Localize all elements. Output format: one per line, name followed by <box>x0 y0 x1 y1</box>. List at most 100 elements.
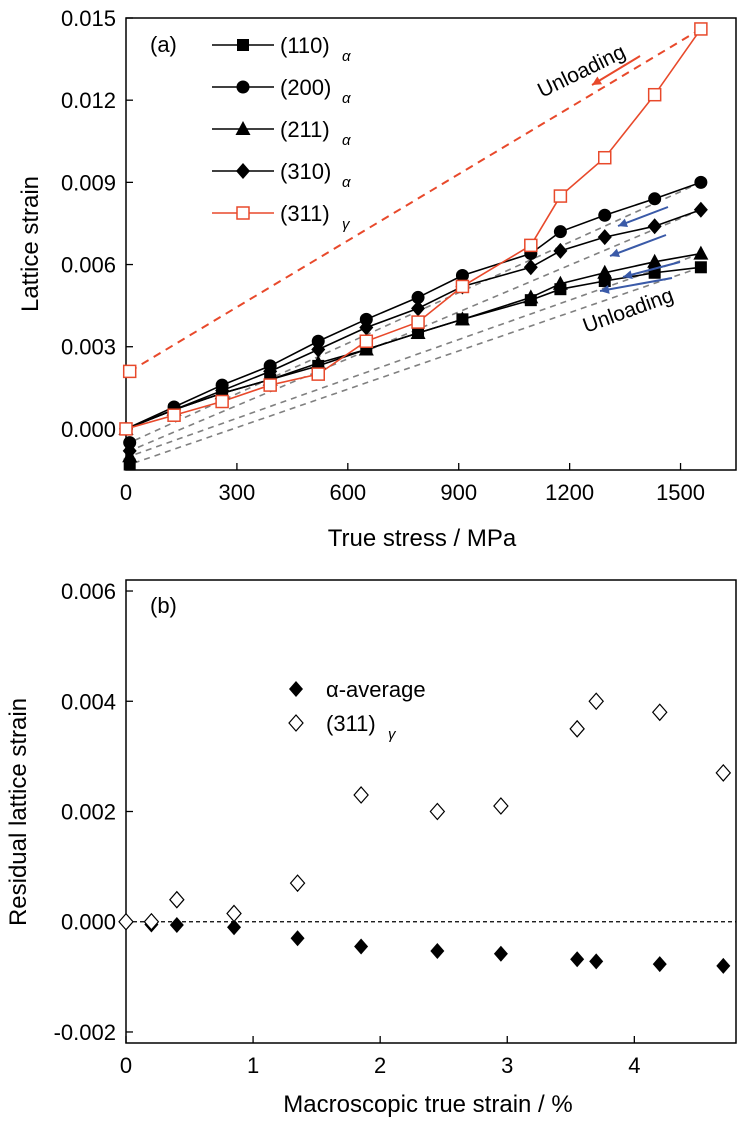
b-y-tick-label: 0.000 <box>61 910 116 935</box>
panel-b: 0 1 2 3 4 -0.002 0.000 0.002 0.004 0.006 α-averag… <box>5 579 737 1118</box>
data-point <box>311 334 325 348</box>
data-point <box>493 945 508 962</box>
data-point <box>310 355 326 370</box>
b-x-tick-label: 0 <box>120 1053 132 1078</box>
data-point <box>118 912 134 931</box>
legend-marker <box>289 681 303 697</box>
legend-subscript: α <box>342 174 351 191</box>
unloading-arrowhead <box>610 248 621 258</box>
a-x-tick-label: 1200 <box>545 480 594 505</box>
a-y-tick-label: 0.006 <box>61 253 116 278</box>
b-x-tick-label: 4 <box>628 1053 640 1078</box>
data-point <box>122 364 137 379</box>
data-point <box>410 325 426 340</box>
legend-marker <box>236 163 250 179</box>
unloading-arrowhead <box>592 76 603 85</box>
b-x-tick-label: 1 <box>247 1053 259 1078</box>
data-point <box>289 874 306 893</box>
data-point <box>311 341 326 358</box>
a-y-tick-label: 0.012 <box>61 88 116 113</box>
data-point <box>598 208 612 222</box>
a-y-tick-label: 0.003 <box>61 335 116 360</box>
data-point <box>122 442 137 459</box>
legend-label: (311) <box>326 711 376 736</box>
data-point <box>430 942 445 959</box>
a-x-tick-label: 1500 <box>656 480 705 505</box>
data-point <box>353 786 369 804</box>
data-point <box>167 408 181 422</box>
data-point <box>215 382 230 399</box>
legend-marker <box>236 206 250 220</box>
legend-label: (211) <box>280 117 330 142</box>
a-x-tick-label: 900 <box>440 480 477 505</box>
data-point <box>589 953 604 970</box>
data-point <box>715 764 732 782</box>
plot-frame-a <box>125 17 737 471</box>
unloading-arrow <box>591 55 641 86</box>
data-point <box>263 363 278 380</box>
unloading-line <box>129 252 702 458</box>
b-y-tick-label: -0.002 <box>54 1020 116 1045</box>
data-point <box>651 703 668 722</box>
data-point <box>647 87 662 102</box>
data-point <box>588 692 605 711</box>
unloading-arrowhead <box>623 270 633 280</box>
a-y-tick-label: 0.000 <box>61 417 116 442</box>
data-point <box>123 436 137 450</box>
data-point <box>411 300 426 317</box>
legend-marker <box>236 80 250 94</box>
data-point <box>227 919 242 936</box>
b-y-axis-title: Residual lattice strain <box>5 698 32 926</box>
data-point <box>652 956 667 973</box>
data-point <box>123 458 136 471</box>
b-x-axis-title: Macroscopic true strain / % <box>283 1091 572 1118</box>
unloading-arrowhead <box>600 284 610 294</box>
a-y-tick-label: 0.009 <box>61 170 116 195</box>
legend-marker <box>235 121 251 135</box>
data-point <box>597 264 613 279</box>
data-point <box>716 957 731 974</box>
unloading-line <box>129 266 702 466</box>
data-point <box>359 334 374 348</box>
data-point <box>693 245 709 260</box>
legend-subscript: γ <box>342 216 351 233</box>
unloading-arrow <box>599 277 673 292</box>
b-series-markers <box>118 692 732 974</box>
legend-label: (310) <box>280 159 331 184</box>
data-point <box>226 904 242 923</box>
data-point <box>694 22 708 36</box>
data-point <box>359 312 373 326</box>
data-point <box>523 259 538 276</box>
data-point <box>553 242 568 259</box>
data-point <box>411 315 425 329</box>
data-point <box>493 797 509 815</box>
data-point <box>553 225 567 239</box>
data-point <box>647 253 663 268</box>
legend-subscript: α <box>342 90 351 107</box>
data-point <box>429 802 446 821</box>
data-point <box>569 719 585 738</box>
data-point <box>311 367 325 381</box>
legend-label: (200) <box>280 75 331 100</box>
data-point <box>598 150 612 165</box>
data-point <box>359 319 374 336</box>
b-x-tick-label: 2 <box>374 1053 386 1078</box>
unloading-arrow <box>609 234 667 257</box>
data-point <box>524 238 538 253</box>
b-legend: α-average (311) γ <box>288 677 426 743</box>
data-point <box>169 917 184 934</box>
a-unloading-arrows <box>591 55 681 294</box>
data-point <box>570 951 585 968</box>
data-point <box>455 269 469 283</box>
series-line <box>125 28 702 430</box>
b-axis-ticks: 0 1 2 3 4 -0.002 0.000 0.002 0.004 0.006 <box>54 579 641 1078</box>
legend-subscript: α <box>342 132 351 149</box>
legend-label: (311) <box>280 201 330 226</box>
a-series-markers <box>118 22 709 471</box>
unloading-arrowhead <box>618 218 629 228</box>
data-point <box>523 289 539 304</box>
legend-marker <box>237 39 249 51</box>
data-point <box>553 189 568 203</box>
data-point <box>597 229 612 246</box>
a-y-axis-title: Lattice strain <box>17 176 44 312</box>
